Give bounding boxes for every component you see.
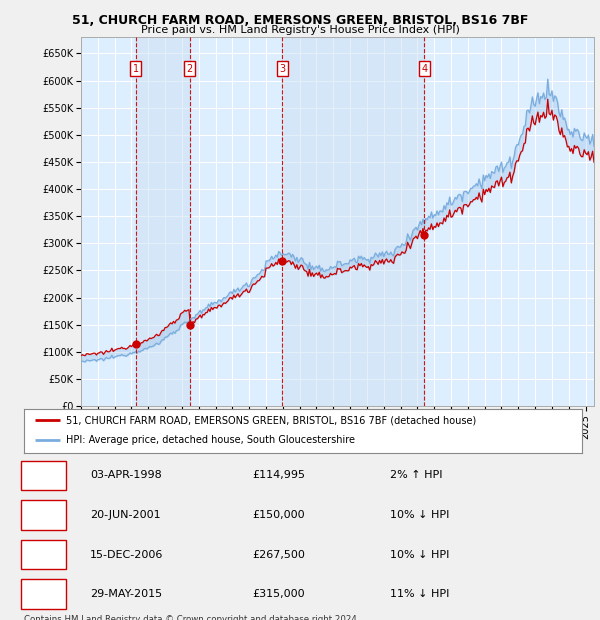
Text: 29-MAY-2015: 29-MAY-2015 — [90, 589, 162, 599]
Text: 20-JUN-2001: 20-JUN-2001 — [90, 510, 161, 520]
Text: 3: 3 — [40, 549, 47, 559]
Text: Price paid vs. HM Land Registry's House Price Index (HPI): Price paid vs. HM Land Registry's House … — [140, 25, 460, 35]
Text: £315,000: £315,000 — [252, 589, 305, 599]
Bar — [81, 37, 136, 406]
Text: 4: 4 — [40, 589, 47, 599]
Text: 1: 1 — [133, 64, 139, 74]
Text: £150,000: £150,000 — [252, 510, 305, 520]
Text: 3: 3 — [279, 64, 285, 74]
Text: HPI: Average price, detached house, South Gloucestershire: HPI: Average price, detached house, Sout… — [66, 435, 355, 445]
Text: 10% ↓ HPI: 10% ↓ HPI — [390, 549, 449, 559]
Text: 1: 1 — [40, 471, 47, 480]
Text: £114,995: £114,995 — [252, 471, 305, 480]
Bar — [282, 37, 424, 406]
Text: 03-APR-1998: 03-APR-1998 — [90, 471, 162, 480]
Text: 51, CHURCH FARM ROAD, EMERSONS GREEN, BRISTOL, BS16 7BF: 51, CHURCH FARM ROAD, EMERSONS GREEN, BR… — [72, 14, 528, 27]
Text: 15-DEC-2006: 15-DEC-2006 — [90, 549, 163, 559]
Bar — [190, 37, 282, 406]
Text: 4: 4 — [421, 64, 427, 74]
FancyBboxPatch shape — [21, 580, 66, 609]
Text: 2: 2 — [187, 64, 193, 74]
Text: 2% ↑ HPI: 2% ↑ HPI — [390, 471, 443, 480]
Text: 2: 2 — [40, 510, 47, 520]
Text: £267,500: £267,500 — [252, 549, 305, 559]
Bar — [136, 37, 190, 406]
Bar — [424, 37, 594, 406]
FancyBboxPatch shape — [21, 540, 66, 569]
Text: 11% ↓ HPI: 11% ↓ HPI — [390, 589, 449, 599]
Text: 10% ↓ HPI: 10% ↓ HPI — [390, 510, 449, 520]
Text: 51, CHURCH FARM ROAD, EMERSONS GREEN, BRISTOL, BS16 7BF (detached house): 51, CHURCH FARM ROAD, EMERSONS GREEN, BR… — [66, 415, 476, 425]
Text: Contains HM Land Registry data © Crown copyright and database right 2024.
This d: Contains HM Land Registry data © Crown c… — [24, 615, 359, 620]
FancyBboxPatch shape — [21, 500, 66, 529]
FancyBboxPatch shape — [21, 461, 66, 490]
